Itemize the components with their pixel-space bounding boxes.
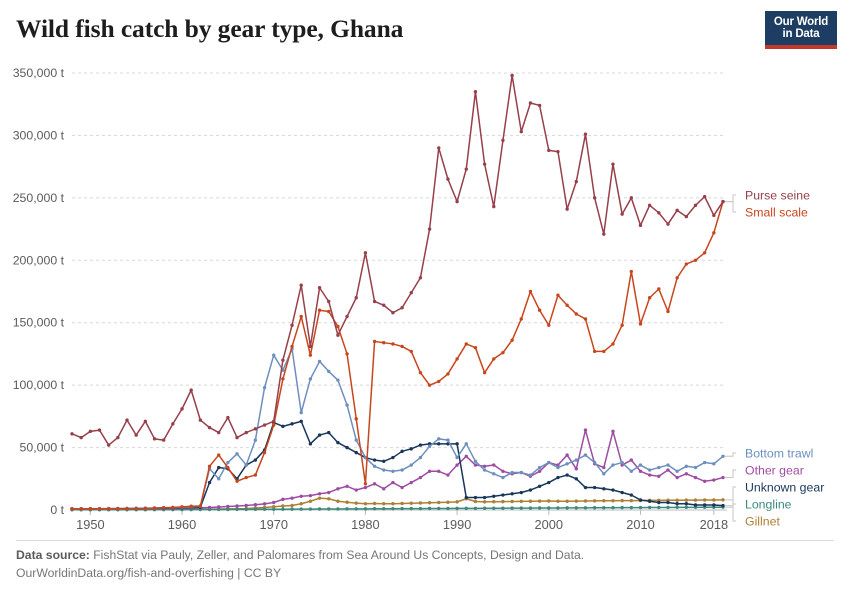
x-tick-label: 2010 bbox=[626, 517, 654, 532]
series-label-unknown-gear[interactable]: Unknown gear bbox=[745, 481, 824, 495]
x-tick-label: 1980 bbox=[351, 517, 379, 532]
x-tick-label: 2018 bbox=[700, 517, 728, 532]
series-bottom-trawl[interactable] bbox=[70, 347, 725, 511]
x-tick-label: 1970 bbox=[259, 517, 287, 532]
y-tick-label: 0 t bbox=[50, 503, 64, 517]
logo-line-2: in Data bbox=[782, 28, 820, 40]
series-unknown-gear[interactable] bbox=[70, 419, 725, 511]
series-label-purse-seine[interactable]: Purse seine bbox=[745, 189, 810, 203]
series-label-bottom-trawl[interactable]: Bottom trawl bbox=[745, 447, 813, 461]
series-other-gear[interactable] bbox=[70, 428, 725, 511]
y-tick-label: 200,000 t bbox=[13, 253, 65, 267]
y-tick-label: 150,000 t bbox=[13, 316, 65, 330]
series-label-gillnet[interactable]: Gillnet bbox=[745, 515, 780, 529]
x-tick-label: 1960 bbox=[168, 517, 196, 532]
data-source-label: Data source: bbox=[16, 548, 90, 562]
series-label-other-gear[interactable]: Other gear bbox=[745, 464, 804, 478]
y-tick-label: 100,000 t bbox=[13, 378, 65, 392]
logo-line-1: Our World bbox=[773, 15, 829, 28]
x-tick-label: 1990 bbox=[443, 517, 471, 532]
series-label-longline[interactable]: Longline bbox=[745, 498, 792, 512]
data-source-line: Data source: FishStat via Pauly, Zeller,… bbox=[16, 547, 716, 565]
footer-link-line[interactable]: OurWorldinData.org/fish-and-overfishing … bbox=[16, 565, 282, 580]
y-tick-label: 250,000 t bbox=[13, 191, 65, 205]
y-tick-label: 300,000 t bbox=[13, 128, 65, 142]
page-title: Wild fish catch by gear type, Ghana bbox=[16, 14, 404, 43]
data-source-text: FishStat via Pauly, Zeller, and Palomare… bbox=[89, 548, 585, 562]
owid-logo[interactable]: Our World in Data bbox=[765, 11, 837, 49]
y-axis-tick-labels: 0 t 50,000 t 100,000 t 150,000 t 200,000 t 25… bbox=[13, 66, 65, 517]
y-tick-label: 350,000 t bbox=[13, 66, 65, 80]
footer: Data source: FishStat via Pauly, Zeller,… bbox=[16, 547, 716, 582]
x-axis-tick-labels: 1950 1960 1970 1980 1990 2000 2010 2018 bbox=[76, 517, 728, 532]
series-label-group[interactable]: Purse seine Small scale Bottom trawl Other … bbox=[725, 189, 824, 529]
footer-divider bbox=[16, 540, 834, 541]
y-tick-label: 50,000 t bbox=[20, 441, 65, 455]
x-tick-label: 2000 bbox=[535, 517, 563, 532]
series-small-scale[interactable] bbox=[70, 199, 725, 511]
gridlines bbox=[72, 72, 723, 449]
series-label-small-scale[interactable]: Small scale bbox=[745, 206, 808, 220]
series-purse-seine[interactable] bbox=[70, 73, 725, 447]
x-tick-label: 1950 bbox=[76, 517, 104, 532]
x-axis bbox=[72, 509, 727, 515]
series-lines[interactable] bbox=[70, 73, 725, 512]
